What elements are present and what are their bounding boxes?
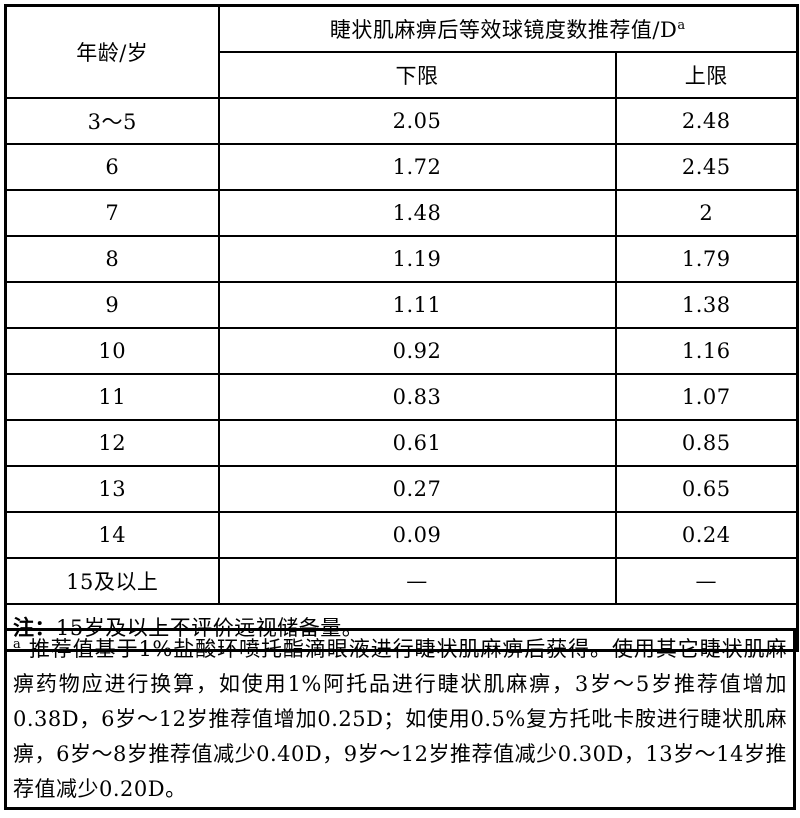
age-column-header: 年龄/岁	[4, 4, 220, 99]
header-row-2: 下限 上限	[6, 51, 799, 99]
table-row: 11 0.83 1.07	[4, 373, 799, 421]
table-row: 15及以上 — —	[4, 557, 799, 605]
lower-limit-cell: 0.09	[217, 511, 617, 559]
upper-limit-cell: 2	[614, 189, 799, 237]
table-row: 7 1.48 2	[4, 189, 799, 237]
note-label: 注：	[13, 615, 56, 640]
lower-limit-cell: 2.05	[217, 97, 617, 145]
lower-limit-cell: 0.83	[217, 373, 617, 421]
age-cell: 14	[4, 511, 220, 559]
lower-limit-cell: 1.48	[217, 189, 617, 237]
upper-limit-cell: 2.48	[614, 97, 799, 145]
age-cell: 3～5	[4, 97, 220, 145]
hyperopia-reserve-table: 年龄/岁 睫状肌麻痹后等效球镜度数推荐值/Da 下限 上限 3～5 2.05 2.4…	[4, 4, 799, 652]
upper-limit-cell: 1.16	[614, 327, 799, 375]
lower-limit-cell: 0.61	[217, 419, 617, 467]
table-row: 14 0.09 0.24	[4, 511, 799, 559]
age-cell: 13	[4, 465, 220, 513]
table-row: 8 1.19 1.79	[4, 235, 799, 283]
lower-limit-cell: 0.27	[217, 465, 617, 513]
age-cell: 8	[4, 235, 220, 283]
age-cell: 15及以上	[4, 557, 220, 605]
lower-limit-header: 下限	[217, 51, 617, 99]
value-column-header: 睫状肌麻痹后等效球镜度数推荐值/Da	[217, 4, 799, 53]
upper-limit-cell: 0.24	[614, 511, 799, 559]
upper-limit-cell: 0.65	[614, 465, 799, 513]
lower-limit-cell: 1.72	[217, 143, 617, 191]
table-row: 3～5 2.05 2.48	[4, 97, 799, 145]
lower-limit-cell: 0.92	[217, 327, 617, 375]
upper-limit-header: 上限	[614, 51, 799, 99]
age-cell: 9	[4, 281, 220, 329]
table-body: 3～5 2.05 2.48 6 1.72 2.45 7 1.48 2 8 1.19 1.79 9 1.11…	[4, 97, 799, 605]
age-cell: 11	[4, 373, 220, 421]
footnote-marker: a	[13, 637, 22, 652]
upper-limit-cell: 1.79	[614, 235, 799, 283]
upper-limit-cell: 0.85	[614, 419, 799, 467]
value-header-superscript: a	[677, 18, 686, 33]
footnote-text: 推荐值基于1%盐酸环喷托酯滴眼液进行睫状肌麻痹后获得。使用其它睫状肌麻痹药物应进…	[13, 637, 787, 801]
upper-limit-cell: —	[614, 557, 799, 605]
lower-limit-cell: 1.11	[217, 281, 617, 329]
table-row: 12 0.61 0.85	[4, 419, 799, 467]
lower-limit-cell: —	[217, 557, 617, 605]
table-row: 10 0.92 1.16	[4, 327, 799, 375]
header-row-1: 年龄/岁 睫状肌麻痹后等效球镜度数推荐值/Da	[4, 4, 799, 99]
age-cell: 7	[4, 189, 220, 237]
upper-limit-cell: 1.07	[614, 373, 799, 421]
footnote-box: a 推荐值基于1%盐酸环喷托酯滴眼液进行睫状肌麻痹后获得。使用其它睫状肌麻痹药物…	[4, 628, 796, 810]
table-header: 年龄/岁 睫状肌麻痹后等效球镜度数推荐值/Da 下限 上限	[4, 4, 799, 99]
age-cell: 12	[4, 419, 220, 467]
table-row: 13 0.27 0.65	[4, 465, 799, 513]
table-row: 6 1.72 2.45	[4, 143, 799, 191]
lower-limit-cell: 1.19	[217, 235, 617, 283]
age-cell: 6	[4, 143, 220, 191]
table-row: 9 1.11 1.38	[4, 281, 799, 329]
value-column-header-text: 睫状肌麻痹后等效球镜度数推荐值/D	[329, 18, 678, 42]
age-cell: 10	[4, 327, 220, 375]
upper-limit-cell: 2.45	[614, 143, 799, 191]
upper-limit-cell: 1.38	[614, 281, 799, 329]
